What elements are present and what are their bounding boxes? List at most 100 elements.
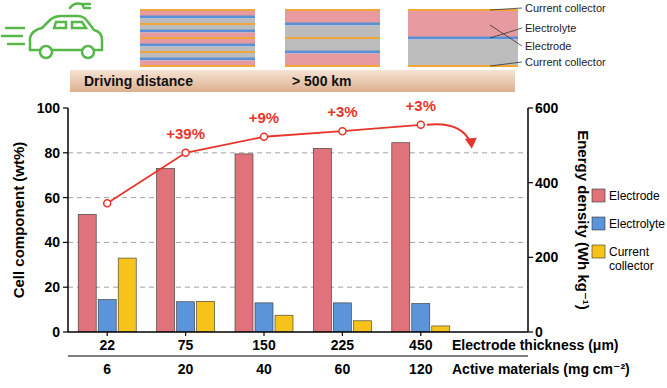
- banner-text: Driving distance: [84, 73, 193, 89]
- x-axis-title: Electrode thickness (μm): [452, 337, 619, 353]
- x2-tick-label: 6: [103, 361, 111, 377]
- cell-stack: [140, 9, 255, 67]
- legend-label-line: Current: [609, 245, 650, 259]
- label-leader: [490, 62, 522, 66]
- collector-layer: [285, 9, 380, 11]
- collector-layer: [140, 9, 255, 11]
- bar: [432, 326, 450, 332]
- bar: [255, 303, 273, 332]
- bar: [333, 303, 351, 332]
- x2-tick-label: 20: [178, 361, 194, 377]
- legend-label-line: collector: [609, 259, 654, 273]
- header: Current collectorElectrolyteElectrodeCur…: [2, 2, 606, 92]
- collector-layer: [140, 37, 255, 39]
- x-tick-label: 150: [252, 337, 276, 353]
- grid-line: [68, 197, 528, 198]
- y-tick-label: 100: [37, 100, 61, 116]
- annotation: +3%: [327, 103, 357, 120]
- legend-swatch: [592, 217, 605, 230]
- cell-stack: [285, 9, 380, 67]
- collector-layer: [285, 65, 380, 67]
- plot-area: [78, 121, 450, 332]
- bar: [197, 301, 215, 332]
- electrode-layer: [408, 40, 518, 67]
- x-tick-label: 22: [99, 337, 115, 353]
- grid-line: [68, 242, 528, 243]
- legend: Electrode Electrolyte Currentcollector: [592, 189, 665, 273]
- cell-stack: [408, 9, 518, 67]
- layer-label: Current collector: [525, 56, 606, 68]
- car-wheel: [82, 46, 94, 58]
- arrow: [427, 124, 471, 143]
- bar: [118, 258, 136, 332]
- car-wheel: [40, 46, 52, 58]
- bar: [313, 148, 331, 332]
- electrode-layer: [285, 26, 380, 39]
- collector-layer: [140, 23, 255, 25]
- plug: [70, 4, 90, 9]
- legend-label: Currentcollector: [609, 245, 654, 273]
- chart-root: Current collector Electrolyte Electrode Cur…: [0, 0, 667, 388]
- bar: [157, 168, 175, 332]
- bar: [177, 302, 195, 332]
- line-marker: [339, 128, 346, 135]
- collector-layer: [140, 51, 255, 53]
- electrode-layer: [140, 10, 255, 16]
- electrolyte-layer: [285, 23, 380, 26]
- line-marker: [261, 133, 268, 140]
- label-leader: [490, 8, 522, 10]
- electrode-layer: [140, 24, 255, 30]
- electrode-layer: [140, 52, 255, 58]
- x2-axis-title: Active materials (mg cm⁻²): [452, 361, 630, 377]
- x-tick-label: 450: [409, 337, 433, 353]
- electrode-layer: [285, 10, 380, 23]
- x2-axis: [68, 355, 528, 356]
- x-tick: [263, 332, 264, 336]
- x-tick: [342, 332, 343, 336]
- line-marker: [417, 121, 424, 128]
- x-tick: [107, 332, 108, 336]
- electrode-layer: [140, 19, 255, 25]
- bar: [275, 315, 293, 332]
- layer-label: Current collector: [525, 2, 606, 14]
- y-tick-label: 80: [44, 145, 60, 161]
- electrolyte-layer: [408, 37, 518, 40]
- collector-layer: [140, 65, 255, 67]
- y2-tick-label: 600: [535, 100, 559, 116]
- x2-tick-label: 40: [256, 361, 272, 377]
- grid-line: [68, 287, 528, 288]
- annotation: +3%: [406, 97, 436, 114]
- car-window: [54, 22, 86, 28]
- electrolyte-layer: [140, 30, 255, 33]
- y2-tick-label: 200: [535, 249, 559, 265]
- x-tick-label: 75: [178, 337, 194, 353]
- electrode-layer: [285, 54, 380, 67]
- legend-label: Electrolyte: [609, 217, 665, 231]
- layer-label: Electrode: [525, 40, 571, 52]
- annotation: +9%: [249, 109, 279, 126]
- y-axis-title: Cell component (wt%): [10, 142, 27, 299]
- grid-line: [68, 152, 528, 153]
- y2-axis-title: Energy density (Wh kg⁻¹): [575, 130, 592, 310]
- x-tick-label: 225: [331, 337, 355, 353]
- electrode-layer: [140, 61, 255, 67]
- electrode-layer: [140, 33, 255, 39]
- legend-label: Electrode: [609, 189, 660, 203]
- collector-layer: [285, 37, 380, 39]
- line-marker: [104, 200, 111, 207]
- x-tick: [185, 332, 186, 336]
- label-leader: [490, 25, 522, 46]
- electrolyte-layer: [285, 51, 380, 54]
- bar: [412, 304, 430, 332]
- banner: [70, 70, 515, 92]
- bar: [392, 143, 410, 332]
- banner-text: > 500 km: [292, 73, 352, 89]
- label-leader: [490, 28, 522, 38]
- y2-axis: [527, 108, 529, 332]
- bar: [353, 321, 371, 332]
- electrolyte-layer: [140, 44, 255, 47]
- electrolyte-layer: [140, 58, 255, 61]
- x-axis: [68, 331, 528, 333]
- y-tick-label: 60: [44, 190, 60, 206]
- electrolyte-layer: [140, 16, 255, 19]
